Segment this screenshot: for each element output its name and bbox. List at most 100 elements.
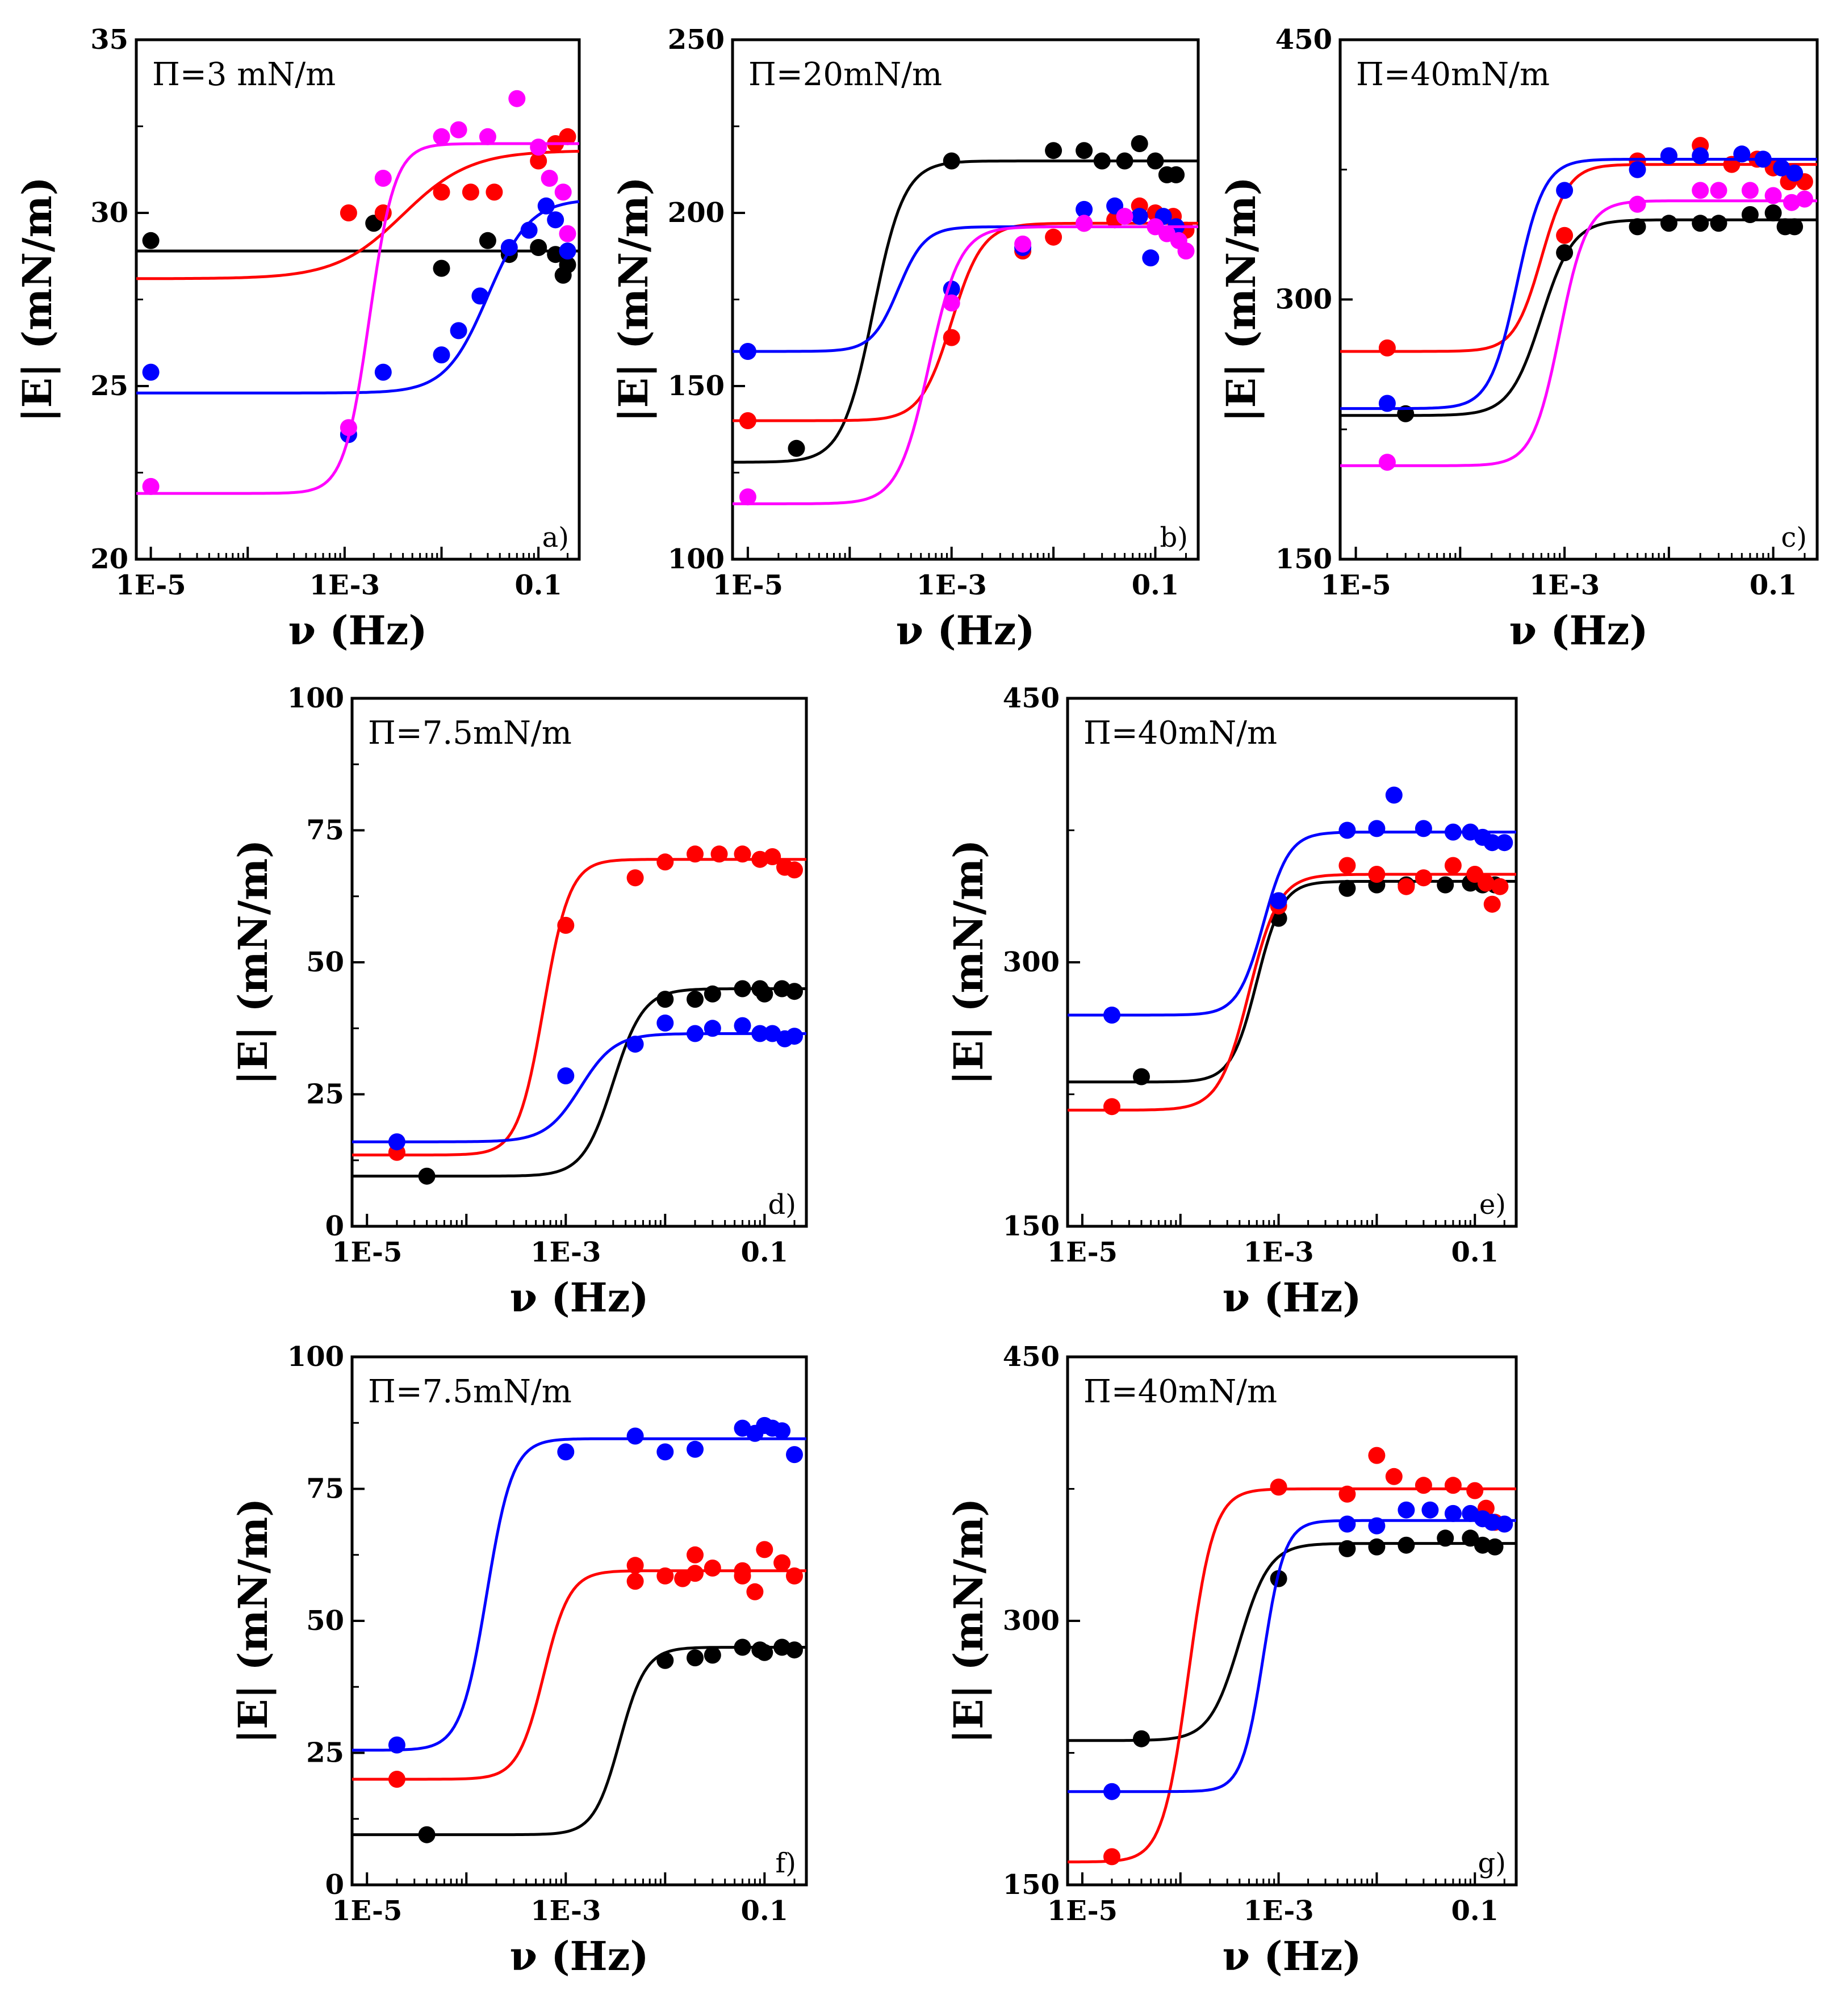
data-point-blue (1629, 161, 1646, 178)
data-point-red (943, 329, 960, 346)
data-point-blue (1421, 1501, 1439, 1519)
series-black (1340, 204, 1817, 422)
pressure-annotation: Π=3 mN/m (152, 56, 336, 93)
data-point-blue (1103, 1783, 1120, 1800)
data-point-magenta (1076, 215, 1093, 232)
data-point-magenta (530, 139, 547, 156)
series-red (352, 845, 806, 1161)
x-tick-label: 1E-3 (309, 569, 380, 601)
data-point-magenta (340, 419, 357, 437)
data-point-blue (1733, 145, 1751, 163)
data-point-black (1338, 879, 1356, 897)
x-tick-label: 1E-5 (713, 569, 783, 601)
data-point-black (1133, 1730, 1150, 1747)
pressure-annotation: Π=40mN/m (1083, 1373, 1277, 1410)
pressure-annotation: Π=40mN/m (1356, 56, 1550, 93)
y-tick-label: 450 (1275, 24, 1332, 56)
x-axis-label: ν (Hz) (1509, 607, 1648, 654)
data-point-blue (739, 343, 756, 360)
y-tick-label: 300 (1003, 946, 1060, 978)
x-tick-label: 1E-5 (1047, 1237, 1118, 1268)
series-black (1068, 874, 1516, 1085)
data-point-red (1385, 1468, 1403, 1485)
data-point-black (559, 256, 576, 274)
fit-curve-magenta (733, 225, 1198, 505)
data-point-blue (687, 1025, 704, 1042)
data-point-blue (704, 1020, 721, 1037)
panel-letter: d) (768, 1189, 796, 1221)
data-point-black (1629, 218, 1646, 236)
data-point-blue (687, 1440, 704, 1458)
x-tick-label: 0.1 (514, 569, 562, 601)
data-point-black (786, 1641, 803, 1659)
x-tick-label: 0.1 (741, 1237, 789, 1268)
plot-frame (731, 38, 1200, 561)
data-point-red (1378, 339, 1396, 357)
series-blue (1340, 145, 1817, 412)
y-tick-label: 100 (287, 682, 344, 714)
data-point-blue (374, 363, 392, 381)
plot-frame (135, 38, 581, 561)
data-point-black (1764, 204, 1782, 221)
data-point-black (418, 1167, 436, 1185)
data-point-red (704, 1560, 721, 1577)
data-point-red (626, 1573, 644, 1590)
data-point-black (788, 439, 805, 457)
data-point-blue (1385, 786, 1403, 804)
data-point-magenta (1014, 235, 1032, 253)
x-axis-label: ν (Hz) (509, 1933, 649, 1980)
data-point-blue (433, 346, 450, 364)
data-point-black (1660, 215, 1677, 232)
y-tick-label: 25 (90, 370, 128, 402)
x-tick-label: 0.1 (741, 1895, 789, 1927)
fit-curve-red (1068, 873, 1516, 1112)
data-point-red (462, 183, 479, 201)
data-point-red (388, 1771, 405, 1788)
data-point-red (656, 1567, 674, 1585)
data-point-blue (1142, 249, 1160, 267)
data-point-blue (1398, 1501, 1415, 1519)
data-point-magenta (1116, 208, 1133, 225)
data-point-red (559, 128, 576, 145)
data-point-black (786, 983, 803, 1000)
y-tick-label: 300 (1275, 284, 1332, 316)
fit-curve-black (1068, 879, 1516, 1084)
data-point-blue (1131, 208, 1148, 225)
fit-curve-blue (352, 1032, 806, 1143)
y-tick-label: 25 (306, 1079, 344, 1110)
data-point-magenta (1741, 182, 1759, 199)
x-axis-label: ν (Hz) (288, 607, 427, 654)
data-point-black (1076, 142, 1093, 160)
data-point-blue (773, 1422, 791, 1440)
data-point-blue (626, 1036, 644, 1053)
y-tick-label: 150 (1003, 1869, 1060, 1901)
pressure-annotation: Π=40mN/m (1083, 715, 1277, 752)
y-tick-label: 250 (668, 24, 725, 56)
data-point-blue (1556, 182, 1574, 199)
data-point-red (710, 845, 728, 863)
data-point-black (433, 259, 450, 277)
series-blue (352, 1416, 806, 1754)
data-point-magenta (541, 170, 558, 187)
y-tick-label: 25 (306, 1737, 344, 1769)
y-tick-label: 100 (287, 1341, 344, 1373)
data-point-black (1131, 135, 1148, 152)
y-tick-label: 35 (90, 24, 128, 56)
data-point-blue (786, 1028, 803, 1045)
data-point-blue (142, 363, 160, 381)
data-point-red (486, 183, 503, 201)
panel-b: 1E-5 1E-3 0.1 100 150 200 250 ν (Hz) |E| (mN/m) Π… (610, 24, 1200, 654)
data-point-black (756, 1644, 773, 1661)
pressure-annotation: Π=7.5mN/m (368, 715, 572, 752)
panel-d: 1E-5 1E-3 0.1 0 25 50 75 100 ν (Hz) |E| (mN/m) Π=7… (229, 682, 808, 1321)
y-tick-label: 0 (325, 1869, 344, 1901)
data-point-blue (751, 1025, 769, 1042)
data-point-black (479, 232, 496, 249)
series-black (1068, 1529, 1516, 1747)
data-point-black (418, 1826, 436, 1843)
data-point-blue (1692, 147, 1709, 165)
fit-curve-blue (352, 1437, 806, 1752)
panel-e: 1E-5 1E-3 0.1 150 300 450 ν (Hz) |E| (mN/m) Π=40… (945, 682, 1518, 1321)
x-tick-label: 1E-5 (1047, 1895, 1118, 1927)
